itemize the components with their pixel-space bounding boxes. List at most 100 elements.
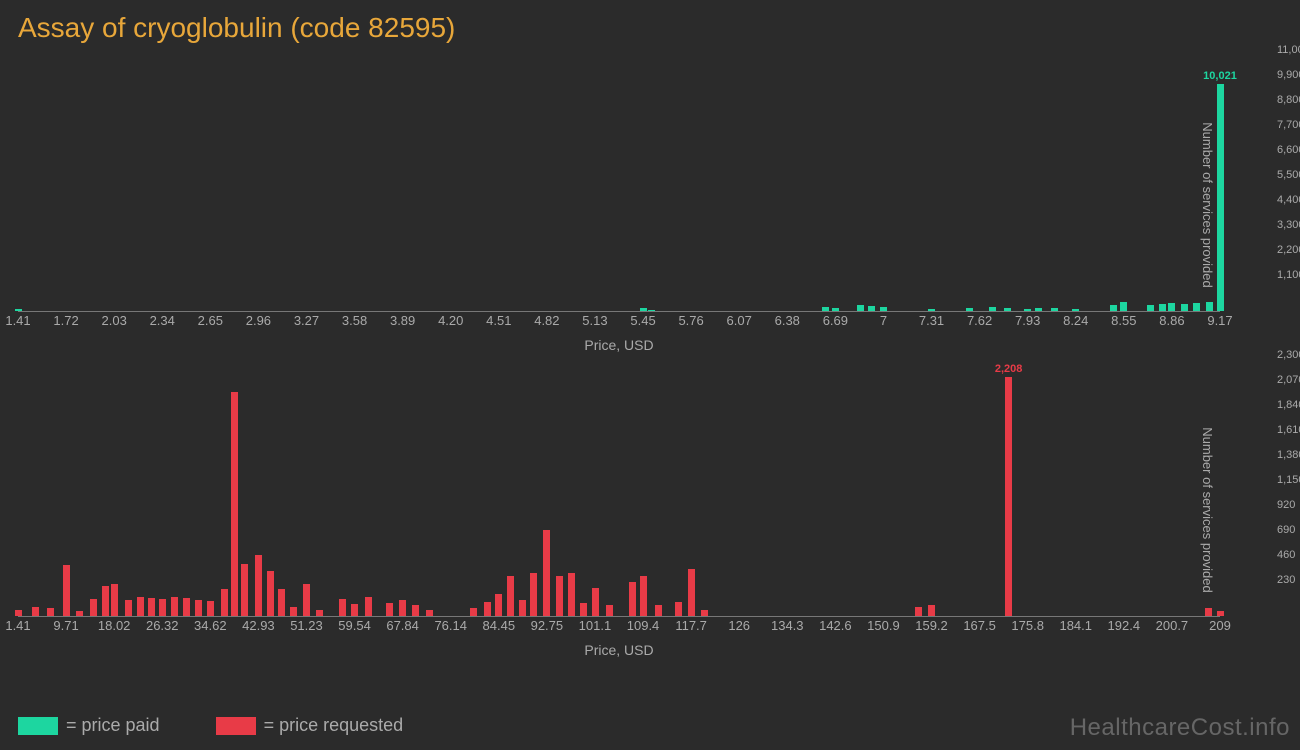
bar	[1035, 308, 1042, 311]
x-tick: 18.02	[98, 618, 131, 633]
bar	[32, 607, 39, 616]
bar	[640, 576, 647, 616]
x-tick: 8.24	[1063, 313, 1088, 328]
x-tick: 3.89	[390, 313, 415, 328]
bar	[137, 597, 144, 616]
bar	[1168, 303, 1175, 311]
bar	[195, 600, 202, 616]
x-tick: 4.20	[438, 313, 463, 328]
x-tick: 200.7	[1156, 618, 1189, 633]
bar	[640, 308, 647, 311]
bar	[1024, 309, 1031, 311]
x-tick: 2.03	[102, 313, 127, 328]
x-tick: 84.45	[483, 618, 516, 633]
x-tick: 134.3	[771, 618, 804, 633]
x-tick: 159.2	[915, 618, 948, 633]
bar	[111, 584, 118, 616]
bar	[966, 308, 973, 311]
bar	[580, 603, 587, 616]
plot-area-top: 10,021	[18, 62, 1220, 312]
x-tick: 5.76	[678, 313, 703, 328]
bar	[316, 610, 323, 616]
legend-swatch-paid	[18, 717, 58, 735]
bar	[688, 569, 695, 616]
x-tick: 142.6	[819, 618, 852, 633]
bar	[255, 555, 262, 616]
x-tick: 2.96	[246, 313, 271, 328]
bar	[989, 307, 996, 311]
bar	[857, 305, 864, 311]
y-tick: 1,380	[1277, 449, 1300, 461]
charts-container: 10,021 1.411.722.032.342.652.963.273.583…	[0, 52, 1300, 662]
bar	[701, 610, 708, 616]
y-tick: 3,300	[1277, 219, 1300, 231]
bar	[648, 310, 655, 311]
legend-label-paid: = price paid	[66, 715, 160, 736]
chart-title: Assay of cryoglobulin (code 82595)	[0, 0, 1300, 52]
x-tick: 26.32	[146, 618, 179, 633]
x-tick: 7.62	[967, 313, 992, 328]
bar	[1120, 302, 1127, 311]
x-tick: 101.1	[579, 618, 612, 633]
y-tick: 460	[1277, 549, 1295, 561]
chart-price-paid: 10,021 1.411.722.032.342.652.963.273.583…	[18, 52, 1220, 357]
x-tick: 167.5	[963, 618, 996, 633]
y-tick: 1,610	[1277, 424, 1300, 436]
x-tick: 7.31	[919, 313, 944, 328]
watermark: HealthcareCost.info	[1070, 714, 1290, 742]
x-tick: 8.86	[1159, 313, 1184, 328]
x-tick: 59.54	[338, 618, 371, 633]
bar	[1110, 305, 1117, 311]
bar	[365, 597, 372, 616]
x-tick: 1.41	[5, 313, 30, 328]
bar	[207, 601, 214, 616]
bar	[1206, 302, 1213, 312]
x-tick: 76.14	[434, 618, 467, 633]
bar	[231, 392, 238, 616]
x-tick: 5.45	[630, 313, 655, 328]
bar	[241, 564, 248, 616]
chart-price-requested: 2,208 1.419.7118.0226.3234.6242.9351.235…	[18, 357, 1220, 662]
y-tick: 2,200	[1277, 244, 1300, 256]
bar	[495, 594, 502, 616]
y-tick: 9,900	[1277, 69, 1300, 81]
bar	[484, 602, 491, 616]
x-tick: 3.58	[342, 313, 367, 328]
y-axis-label-bottom: Number of services provided	[1200, 427, 1215, 592]
legend-item-requested: = price requested	[216, 715, 404, 736]
bar	[1205, 608, 1212, 616]
legend-label-requested: = price requested	[264, 715, 404, 736]
x-tick: 92.75	[531, 618, 564, 633]
bar	[868, 306, 875, 311]
bar	[568, 573, 575, 616]
x-tick: 6.69	[823, 313, 848, 328]
x-tick: 6.38	[775, 313, 800, 328]
bar	[675, 602, 682, 616]
bar	[928, 605, 935, 616]
x-tick: 7.93	[1015, 313, 1040, 328]
x-tick: 6.07	[727, 313, 752, 328]
bar	[148, 598, 155, 616]
y-tick: 1,100	[1277, 269, 1300, 281]
bar	[915, 607, 922, 616]
x-tick: 9.17	[1207, 313, 1232, 328]
x-tick: 4.82	[534, 313, 559, 328]
bar	[412, 605, 419, 616]
bar	[1072, 309, 1079, 311]
legend: = price paid = price requested	[18, 715, 403, 736]
legend-item-paid: = price paid	[18, 715, 160, 736]
y-tick: 690	[1277, 524, 1295, 536]
bar	[386, 603, 393, 616]
bar	[629, 582, 636, 616]
bar	[507, 576, 514, 616]
bar	[426, 610, 433, 616]
bar	[1147, 305, 1154, 311]
x-tick: 2.34	[150, 313, 175, 328]
x-tick: 51.23	[290, 618, 323, 633]
y-tick: 11,000	[1277, 44, 1300, 56]
x-axis-label-bottom: Price, USD	[584, 642, 653, 658]
bar	[822, 307, 829, 311]
bar	[1005, 377, 1012, 616]
bar	[470, 608, 477, 616]
bar	[530, 573, 537, 616]
